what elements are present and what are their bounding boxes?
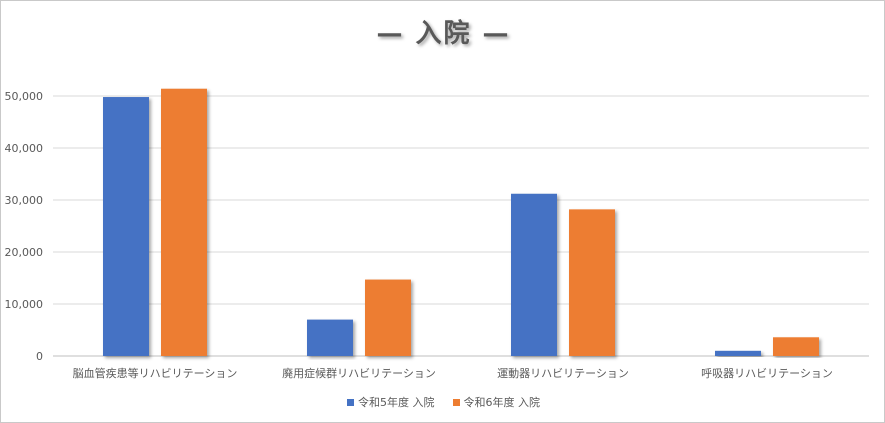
bar-2-2: [365, 279, 411, 356]
bar-2-1: [161, 88, 207, 356]
legend-label: 令和5年度 入院: [358, 396, 435, 409]
y-tick-label: 0: [36, 350, 43, 363]
x-category-label: 脳血管疾患等リハビリテーション: [73, 366, 238, 380]
x-axis: 脳血管疾患等リハビリテーション 廃用症候群リハビリテーション 運動器リハビリテーショ…: [73, 366, 833, 380]
legend-item: 令和5年度 入院: [347, 394, 435, 410]
bar-1-3: [511, 193, 557, 356]
y-axis: 0 10,000 20,000 30,000 40,000 50,000: [5, 90, 44, 363]
bar-1-1: [103, 97, 149, 356]
y-tick-label: 30,000: [5, 194, 44, 207]
chart-title: — 入院 —: [376, 19, 511, 49]
legend-item: 令和6年度 入院: [452, 394, 541, 410]
x-category-label: 運動器リハビリテーション: [497, 366, 629, 380]
legend-swatch: [452, 398, 460, 406]
y-tick-label: 40,000: [5, 142, 44, 155]
y-tick-label: 10,000: [5, 298, 44, 311]
legend: 令和5年度 入院 令和6年度 入院: [1, 394, 885, 410]
bar-1-2: [307, 319, 353, 356]
legend-swatch: [347, 398, 354, 406]
x-category-label: 呼吸器リハビリテーション: [701, 367, 833, 380]
bar-1-4: [715, 350, 761, 356]
legend-label: 令和6年度 入院: [463, 396, 541, 409]
plot-area: 0 10,000 20,000 30,000 40,000 50,000 脳血管疾患等リハ…: [5, 88, 869, 380]
bar-2-4: [773, 337, 819, 356]
bar-2-3: [569, 209, 615, 356]
bars: [103, 88, 819, 356]
y-tick-label: 20,000: [5, 246, 44, 259]
y-tick-label: 50,000: [5, 90, 44, 103]
x-category-label: 廃用症候群リハビリテーション: [282, 366, 436, 380]
